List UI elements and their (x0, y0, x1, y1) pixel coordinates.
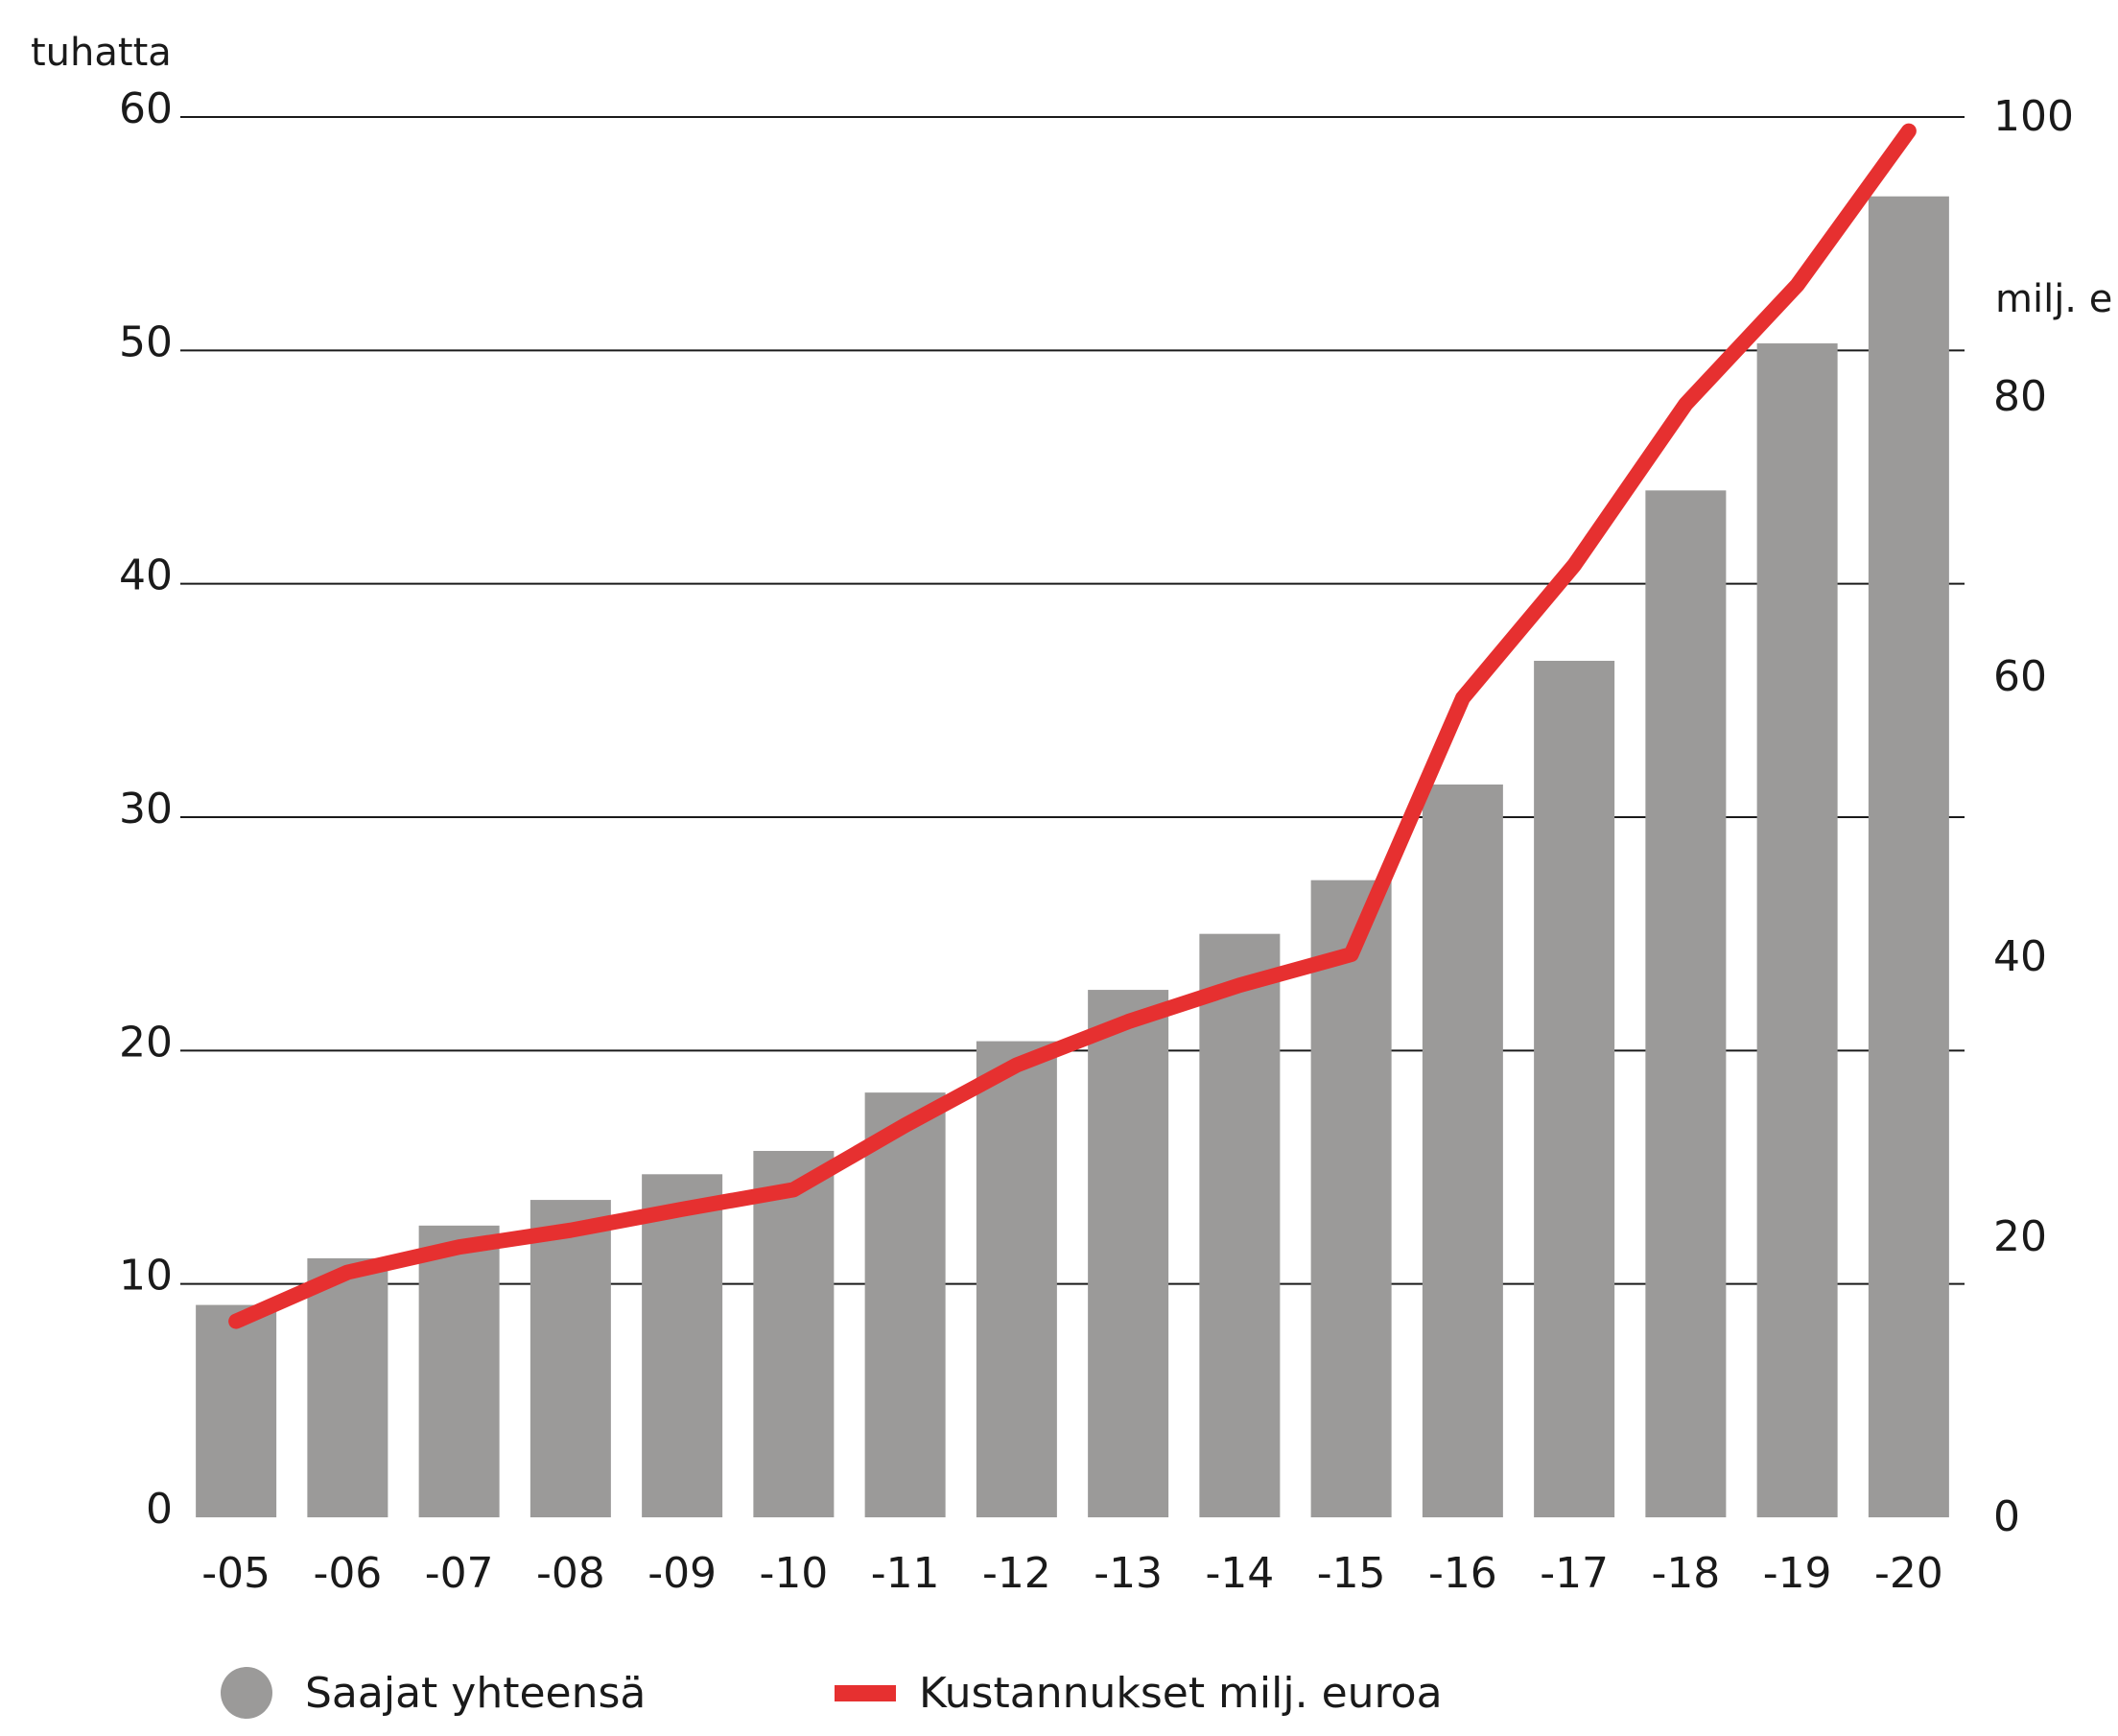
bar-series (196, 196, 1949, 1517)
right-tick-label: 40 (1993, 932, 2047, 981)
legend-label-line: Kustannukset milj. euroa (919, 1668, 1443, 1718)
bar (976, 1041, 1057, 1517)
legend-item-bars: Saajat yhteensä (221, 1664, 646, 1722)
x-tick-label: -08 (536, 1549, 605, 1598)
left-y-axis: 0 10 20 30 40 50 60 (119, 84, 173, 1534)
x-tick-label: -09 (647, 1549, 717, 1598)
bar (307, 1257, 388, 1517)
bar (1199, 933, 1281, 1517)
bar (1310, 880, 1392, 1517)
x-tick-label: -12 (982, 1549, 1051, 1598)
left-tick-label: 60 (119, 84, 173, 133)
legend-label-bars: Saajat yhteensä (305, 1668, 647, 1718)
left-tick-label: 0 (146, 1485, 173, 1534)
legend-swatch-circle (221, 1667, 272, 1719)
legend-swatch-line (835, 1684, 896, 1701)
bar (1645, 490, 1727, 1517)
left-tick-label: 40 (119, 551, 173, 600)
x-tick-label: -20 (1874, 1549, 1943, 1598)
x-tick-label: -13 (1094, 1549, 1163, 1598)
right-axis-unit: milj. e (1995, 277, 2112, 321)
x-tick-label: -05 (201, 1549, 271, 1598)
left-tick-label: 30 (119, 785, 173, 833)
bar (642, 1174, 723, 1517)
bar (1868, 196, 1949, 1517)
line-series (228, 123, 1917, 1329)
left-tick-label: 20 (119, 1018, 173, 1067)
bar (196, 1304, 277, 1517)
x-tick-label: -06 (313, 1549, 382, 1598)
x-tick-label: -15 (1317, 1549, 1386, 1598)
right-tick-label: 0 (1993, 1492, 2020, 1541)
x-tick-label: -10 (759, 1549, 828, 1598)
cost-line (228, 123, 1917, 1329)
bar (1422, 784, 1503, 1517)
x-axis: -05 -06 -07 -08 -09 -10 -11 -12 -13 -14 -15 -16 -17-… (201, 1549, 1943, 1598)
bar (1756, 343, 1838, 1517)
x-tick-label: -16 (1428, 1549, 1497, 1598)
bar (1534, 660, 1615, 1517)
left-axis-unit: tuhatta (31, 31, 172, 75)
bar (418, 1225, 500, 1517)
right-tick-label: 60 (1993, 652, 2047, 701)
bar (1088, 990, 1169, 1517)
x-tick-label: -19 (1763, 1549, 1832, 1598)
right-tick-label: 100 (1993, 92, 2074, 141)
x-tick-label: -17 (1540, 1549, 1609, 1598)
x-tick-label: -18 (1651, 1549, 1720, 1598)
right-tick-label: 20 (1993, 1212, 2047, 1261)
left-tick-label: 50 (119, 317, 173, 366)
x-tick-label: -07 (425, 1549, 494, 1598)
x-tick-label: -11 (871, 1549, 940, 1598)
right-y-axis: 0 20 40 60 80 100 (1993, 92, 2074, 1541)
bar (753, 1150, 835, 1517)
bar (864, 1092, 946, 1517)
bar (530, 1200, 611, 1517)
x-tick-label: -14 (1205, 1549, 1274, 1598)
left-tick-label: 10 (119, 1252, 173, 1301)
legend-item-line: Kustannukset milj. euroa (835, 1664, 1443, 1722)
right-tick-label: 80 (1993, 372, 2047, 421)
